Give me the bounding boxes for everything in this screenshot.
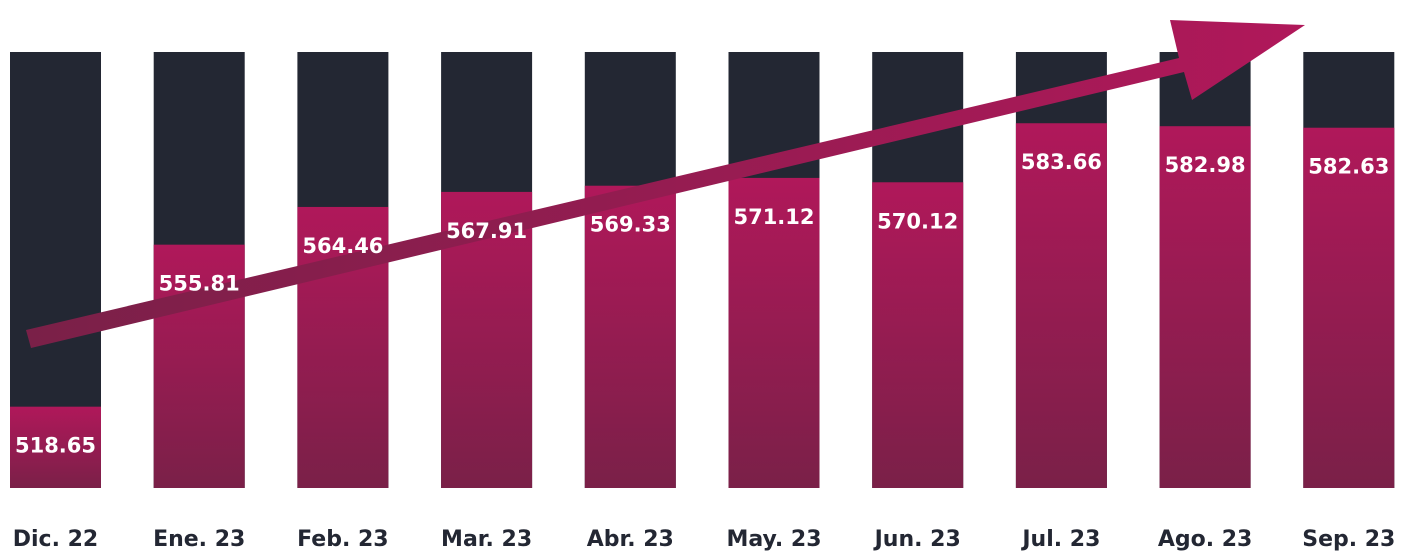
bar xyxy=(728,177,820,488)
x-tick-label: Ene. 23 xyxy=(153,527,245,552)
value-label: 571.12 xyxy=(733,205,814,229)
x-tick-label: Jul. 23 xyxy=(1020,527,1100,552)
value-label: 582.63 xyxy=(1308,155,1389,179)
bar xyxy=(584,185,676,489)
value-label: 582.98 xyxy=(1165,153,1246,177)
x-tick-label: May. 23 xyxy=(726,527,821,552)
value-label: 518.65 xyxy=(15,434,96,458)
x-tick-label: Jun. 23 xyxy=(873,527,961,552)
x-tick-label: Ago. 23 xyxy=(1158,527,1253,552)
value-label: 569.33 xyxy=(590,213,671,237)
bar xyxy=(10,406,101,488)
value-label: 564.46 xyxy=(302,234,383,258)
x-tick-label: Abr. 23 xyxy=(587,527,674,552)
bar xyxy=(872,182,964,488)
value-label: 583.66 xyxy=(1021,150,1102,174)
x-tick-label: Mar. 23 xyxy=(441,527,532,552)
bar xyxy=(1159,126,1251,488)
bar xyxy=(1015,123,1107,488)
x-tick-label: Feb. 23 xyxy=(297,527,388,552)
value-label: 555.81 xyxy=(159,272,240,296)
bar xyxy=(1303,127,1395,488)
value-label: 570.12 xyxy=(877,209,958,233)
bars xyxy=(10,52,1395,489)
x-tick-label: Dic. 22 xyxy=(13,527,98,552)
value-label: 567.91 xyxy=(446,219,527,243)
trend-arrow xyxy=(26,20,1305,348)
x-tick-label: Sep. 23 xyxy=(1302,527,1395,552)
